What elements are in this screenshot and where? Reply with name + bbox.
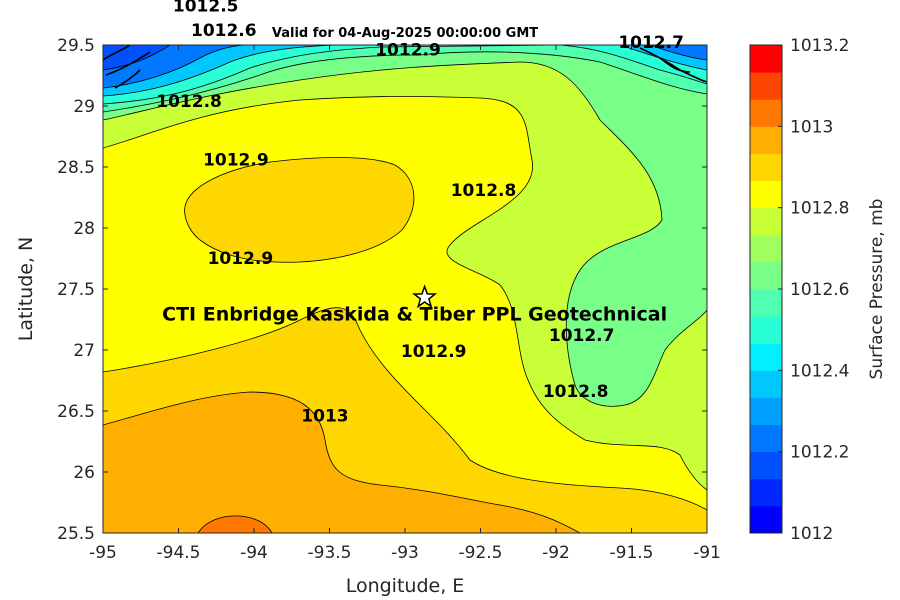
y-tick-label: 26	[73, 463, 95, 483]
contour-label: 1012.9	[208, 249, 274, 269]
pressure-band-1012-4	[103, 45, 707, 105]
coastline	[103, 45, 707, 89]
x-axis-label: Longitude, E	[346, 575, 465, 597]
contour-label: 1012.8	[543, 382, 609, 402]
y-tick-label: 26.5	[57, 402, 95, 422]
contour-labels: 1012.31012.41012.51012.61012.71012.81012…	[156, 0, 684, 427]
colorbar-tick-label: 1012	[790, 524, 833, 544]
colorbar-tick-label: 1012.8	[790, 199, 849, 219]
pressure-band-1012-7	[103, 45, 707, 491]
contour-label: 1012.7	[618, 33, 684, 53]
pressure-band-1012-9-north	[184, 157, 415, 263]
y-tick-label: 28	[73, 219, 95, 239]
contour-label: 1012.8	[156, 92, 222, 112]
site-layer: CTI Enbridge Kaskida & Tiber PPL Geotech…	[162, 284, 667, 326]
y-tick-label: 27.5	[57, 280, 95, 300]
colorbar-swatch	[750, 126, 782, 154]
x-axis-ticks: -95 -94.5 -94 -93.5 -93 -92.5 -92 -91.5 -91	[89, 45, 721, 563]
y-tick-label: 25.5	[57, 524, 95, 544]
contour-label: 1012.8	[451, 181, 517, 201]
site-star-icon	[412, 284, 438, 309]
contour-fill	[103, 45, 707, 533]
colorbar-label: Surface Pressure, mb	[867, 199, 887, 380]
y-tick-label: 29.5	[57, 36, 95, 56]
pressure-band-1013	[103, 391, 581, 533]
y-tick-label: 27	[73, 341, 95, 361]
y-tick-label: 29	[73, 97, 95, 117]
colorbar-swatch	[750, 72, 782, 100]
colorbar-swatch	[750, 289, 782, 317]
contour-label: 1012.7	[549, 326, 615, 346]
contour-label: 1013	[301, 407, 348, 427]
x-tick-label: -91.5	[610, 543, 654, 563]
colorbar-swatch	[750, 370, 782, 398]
contour-label: 1012.5	[173, 0, 239, 17]
colorbar-swatch	[750, 45, 782, 73]
x-tick-label: -93.5	[308, 543, 352, 563]
colorbar-tick-label: 1013.2	[790, 36, 849, 56]
colorbar-swatch	[750, 234, 782, 263]
y-axis-ticks: 29.5 29 28.5 28 27.5 27 26.5 26 25.5	[57, 36, 707, 544]
colorbar-tick-label: 1012.4	[790, 361, 849, 381]
x-tick-label: -92	[542, 543, 570, 563]
colorbar-swatch	[750, 153, 782, 182]
y-axis-label: Latitude, N	[15, 237, 37, 342]
x-tick-label: -94	[240, 543, 268, 563]
colorbar-swatch	[750, 316, 782, 344]
colorbar-swatch	[750, 99, 782, 127]
colorbar-tick-label: 1012.2	[790, 443, 849, 463]
colorbar-swatch	[750, 207, 782, 236]
x-tick-label: -92.5	[459, 543, 503, 563]
map-title: Valid for 04-Aug-2025 00:00:00 GMT	[272, 26, 538, 41]
colorbar-tick-label: 1012.6	[790, 280, 849, 300]
colorbar	[749, 44, 783, 534]
colorbar-swatch	[750, 505, 782, 534]
x-tick-label: -95	[89, 543, 117, 563]
colorbar-swatch	[750, 343, 782, 371]
site-label: CTI Enbridge Kaskida & Tiber PPL Geotech…	[162, 304, 667, 326]
y-tick-label: 28.5	[57, 158, 95, 178]
contour-label: 1012.9	[375, 41, 441, 61]
colorbar-swatch	[750, 397, 782, 426]
contour-label: 1012.9	[401, 342, 467, 362]
x-tick-label: -91	[693, 543, 721, 563]
colorbar-swatch	[750, 261, 782, 290]
colorbar-swatch	[750, 478, 782, 507]
colorbar-swatch	[750, 424, 782, 453]
colorbar-ticks: 1013.2 1013 1012.8 1012.6 1012.4 1012.2 1012	[778, 36, 849, 544]
colorbar-tick-label: 1013	[790, 117, 833, 137]
contour-label: 1012.6	[191, 21, 257, 41]
x-tick-label: -94.5	[157, 543, 201, 563]
contour-label: 1012.9	[203, 150, 269, 170]
colorbar-swatch	[750, 180, 782, 209]
colorbar-swatch	[750, 451, 782, 480]
x-tick-label: -93	[391, 543, 419, 563]
